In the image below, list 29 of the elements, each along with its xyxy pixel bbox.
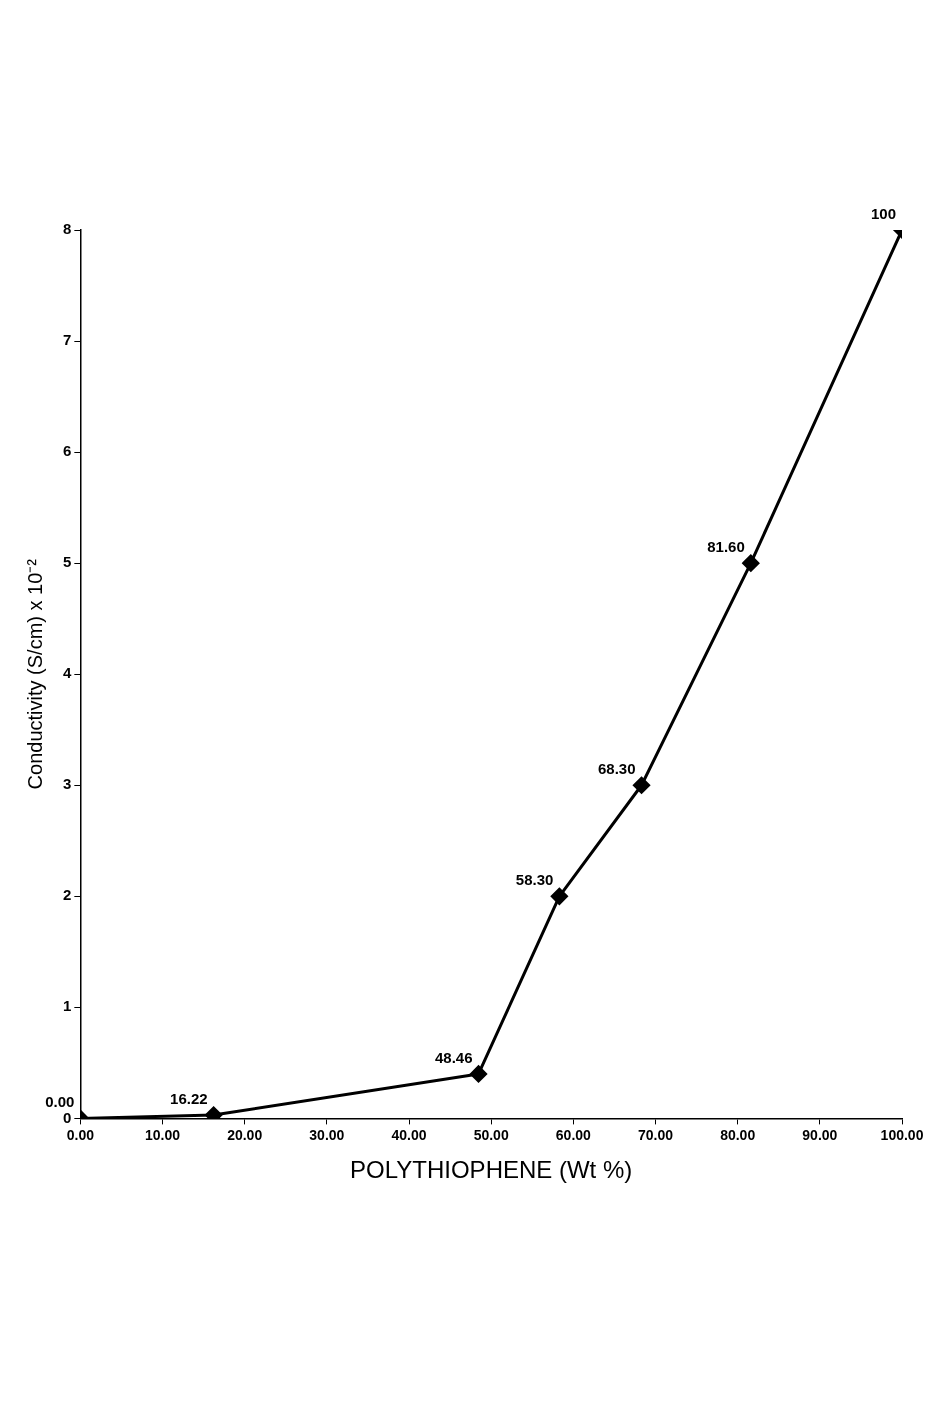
x-tick-label: 70.00 <box>637 1126 674 1143</box>
y-tick-label: 0 <box>63 1108 72 1126</box>
x-tick-label: 0.00 <box>66 1126 95 1143</box>
x-tick-label: 100.00 <box>880 1126 924 1143</box>
x-tick-label: 80.00 <box>720 1126 756 1143</box>
x-tick-label: 30.00 <box>309 1126 345 1143</box>
y-tick-label: 1 <box>63 997 72 1015</box>
y-axis-title: Conductivity (S/cm) x 10⁻² <box>23 558 46 790</box>
y-tick-label: 4 <box>63 664 72 682</box>
annotation: 81.60 <box>707 537 745 555</box>
annotation: 58.30 <box>515 870 554 888</box>
annotation: 16.22 <box>170 1089 208 1107</box>
y-tick-label: 6 <box>63 442 72 460</box>
y-tick-label: 2 <box>63 886 72 904</box>
x-axis-title: POLYTHIOPHENE (Wt %) <box>350 1156 633 1184</box>
annotation: 100 <box>870 204 896 222</box>
x-tick-label: 40.00 <box>391 1126 427 1143</box>
x-tick-label: 90.00 <box>802 1126 838 1143</box>
y-tick-label: 5 <box>63 553 72 571</box>
x-tick-label: 50.00 <box>473 1126 509 1143</box>
x-tick-label: 60.00 <box>555 1126 592 1143</box>
y-tick-label: 3 <box>63 775 72 793</box>
y-tick-label: 8 <box>63 220 72 238</box>
x-tick-label: 20.00 <box>227 1126 263 1143</box>
x-tick-label: 10.00 <box>144 1126 181 1143</box>
annotation: 0.00 <box>45 1093 75 1111</box>
annotation: 48.46 <box>434 1048 473 1066</box>
y-tick-label: 7 <box>63 331 72 349</box>
annotation: 68.30 <box>597 759 636 777</box>
